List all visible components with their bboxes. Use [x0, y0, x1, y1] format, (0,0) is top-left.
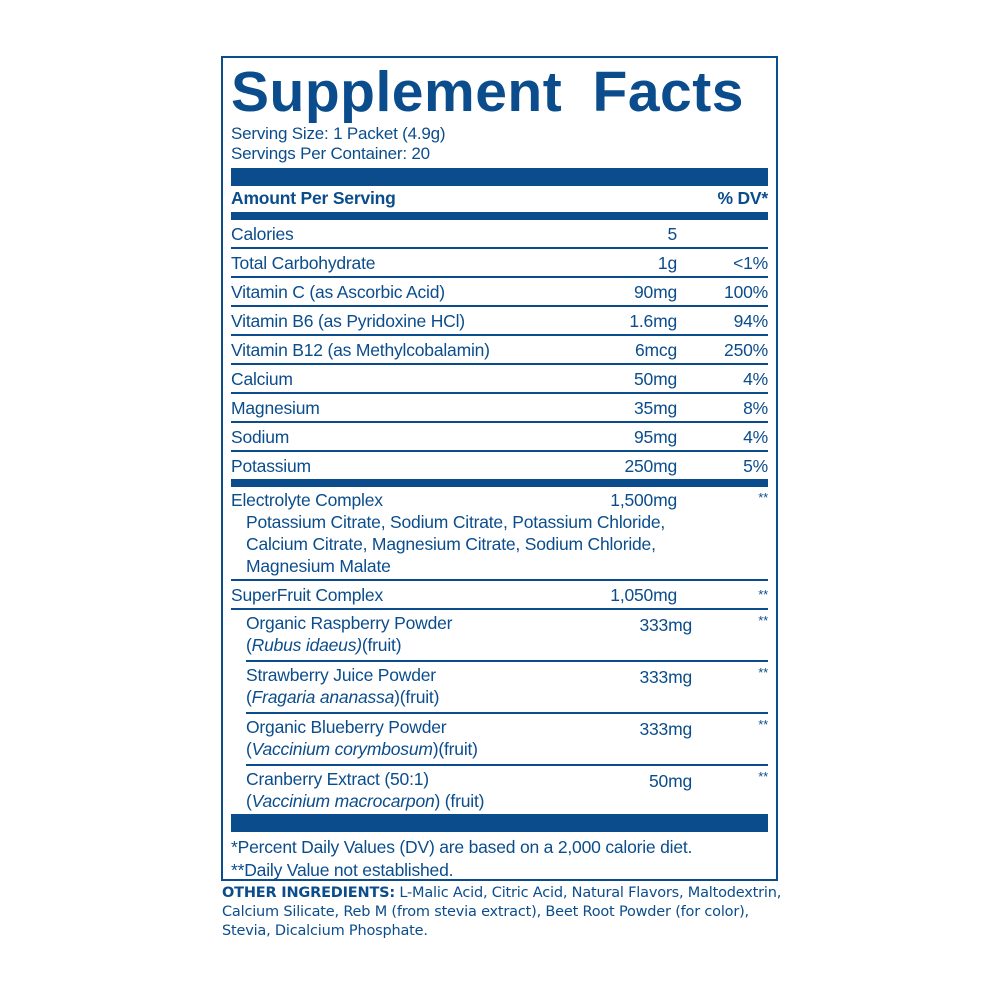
latin-name: Fragaria ananassa [251, 687, 395, 707]
footnote-not-established: **Daily Value not established. [231, 860, 454, 880]
ingredient-amount: 333mg [639, 667, 692, 687]
nutrient-name: Magnesium [231, 398, 320, 418]
nutrient-row: Sodium 95mg 4% [231, 423, 768, 452]
nutrient-dv: 94% [733, 311, 769, 331]
nutrient-name: Potassium [231, 456, 311, 476]
ingredient-dv: ** [758, 769, 768, 784]
superfruit-item-row: Organic Raspberry Powder (Rubus idaeus)(f… [246, 610, 768, 662]
electrolyte-complex-row: Electrolyte Complex 1,500mg ** Potassium… [231, 487, 768, 581]
ingredient-source: (Rubus idaeus)(fruit) [246, 634, 768, 656]
source-prefix: ( [246, 635, 252, 655]
nutrient-amount: 5 [667, 224, 677, 244]
ingredient-dv: ** [758, 717, 768, 732]
nutrient-amount: 6mcg [635, 340, 677, 360]
serving-size: Serving Size: 1 Packet (4.9g) [231, 124, 446, 143]
nutrient-dv: 8% [743, 398, 768, 418]
nutrient-amount: 1,050mg [610, 585, 677, 605]
nutrient-dv: ** [758, 587, 768, 602]
divider-medium [231, 212, 768, 220]
source-suffix: )(fruit) [432, 739, 478, 759]
latin-name: Vaccinium macrocarpon [251, 791, 435, 811]
superfruit-list: Organic Raspberry Powder (Rubus idaeus)(f… [231, 610, 768, 816]
servings-per-container: Servings Per Container: 20 [231, 144, 430, 163]
nutrient-name: Electrolyte Complex [231, 490, 383, 510]
ingredient-name: Strawberry Juice Powder [246, 665, 436, 685]
amount-per-serving-label: Amount Per Serving [231, 188, 396, 208]
nutrient-name: Calories [231, 224, 294, 244]
nutrient-row: Vitamin C (as Ascorbic Acid) 90mg 100% [231, 278, 768, 307]
electrolyte-ingredient-line: Calcium Citrate, Magnesium Citrate, Sodi… [246, 534, 656, 554]
nutrient-row: Calcium 50mg 4% [231, 365, 768, 394]
source-suffix: )(fruit) [394, 687, 440, 707]
ingredient-amount: 333mg [639, 615, 692, 635]
nutrient-amount: 1,500mg [610, 490, 677, 510]
nutrient-name: Total Carbohydrate [231, 253, 376, 273]
superfruit-complex-row: SuperFruit Complex 1,050mg ** [231, 581, 768, 610]
nutrient-name: Vitamin C (as Ascorbic Acid) [231, 282, 445, 302]
electrolyte-ingredient-line: Magnesium Malate [246, 556, 391, 576]
supplement-facts-panel: Supplement Facts Serving Size: 1 Packet … [221, 56, 778, 881]
superfruit-item-row: Organic Blueberry Powder (Vaccinium corym… [246, 714, 768, 766]
divider-thick [231, 168, 768, 186]
nutrient-dv: 5% [743, 456, 768, 476]
ingredient-name: Organic Blueberry Powder [246, 717, 447, 737]
divider-medium [231, 479, 768, 487]
nutrient-dv: 100% [724, 282, 768, 302]
nutrient-amount: 95mg [634, 427, 677, 447]
source-prefix: ( [246, 739, 252, 759]
nutrient-name: SuperFruit Complex [231, 585, 384, 605]
ingredient-name: Organic Raspberry Powder [246, 613, 453, 633]
nutrient-dv: 250% [724, 340, 768, 360]
source-prefix: ( [246, 791, 252, 811]
source-suffix: ) (fruit) [434, 791, 485, 811]
nutrient-list: Calories 5 Total Carbohydrate 1g <1% Vitamin … [231, 220, 768, 481]
divider-thick [231, 814, 768, 832]
ingredient-dv: ** [758, 613, 768, 628]
nutrient-amount: 1.6mg [629, 311, 677, 331]
nutrient-row: Vitamin B6 (as Pyridoxine HCl) 1.6mg 94% [231, 307, 768, 336]
nutrient-row: Total Carbohydrate 1g <1% [231, 249, 768, 278]
dv-header: % DV* [717, 188, 768, 208]
ingredient-dv: ** [758, 665, 768, 680]
nutrient-amount: 90mg [634, 282, 677, 302]
other-ingredients: OTHER INGREDIENTS: L-Malic Acid, Citric … [222, 884, 782, 941]
nutrient-dv: 4% [743, 427, 768, 447]
other-ingredients-label: OTHER INGREDIENTS: [222, 885, 395, 901]
nutrient-dv: 4% [743, 369, 768, 389]
ingredient-source: (Vaccinium macrocarpon) (fruit) [246, 790, 768, 812]
nutrient-amount: 35mg [634, 398, 677, 418]
table-header: Amount Per Serving % DV* [231, 186, 768, 212]
source-suffix: (fruit) [361, 635, 402, 655]
nutrient-amount: 250mg [624, 456, 677, 476]
electrolyte-ingredient-line: Potassium Citrate, Sodium Citrate, Potas… [246, 512, 666, 532]
panel-title: Supplement Facts [231, 60, 744, 124]
superfruit-item-row: Cranberry Extract (50:1) (Vaccinium macro… [246, 766, 768, 816]
nutrient-amount: 50mg [634, 369, 677, 389]
nutrient-row: Potassium 250mg 5% [231, 452, 768, 481]
nutrient-row: Vitamin B12 (as Methylcobalamin) 6mcg 250% [231, 336, 768, 365]
latin-name: Vaccinium corymbosum [251, 739, 433, 759]
ingredient-amount: 50mg [649, 771, 692, 791]
nutrient-name: Vitamin B12 (as Methylcobalamin) [231, 340, 490, 360]
nutrient-name: Calcium [231, 369, 293, 389]
superfruit-item-row: Strawberry Juice Powder (Fragaria ananass… [246, 662, 768, 714]
ingredient-source: (Vaccinium corymbosum)(fruit) [246, 738, 768, 760]
nutrient-dv: <1% [733, 253, 768, 273]
ingredient-source: (Fragaria ananassa)(fruit) [246, 686, 768, 708]
nutrient-name: Sodium [231, 427, 290, 447]
nutrient-dv: ** [758, 490, 768, 505]
nutrient-row: Magnesium 35mg 8% [231, 394, 768, 423]
nutrient-amount: 1g [657, 253, 677, 273]
ingredient-name: Cranberry Extract (50:1) [246, 769, 429, 789]
footnote-dv: *Percent Daily Values (DV) are based on … [231, 837, 693, 857]
nutrient-name: Vitamin B6 (as Pyridoxine HCl) [231, 311, 465, 331]
nutrient-row: Calories 5 [231, 220, 768, 249]
other-ingredients-text: L-Malic Acid, Citric Acid, Natural Flavo… [222, 885, 782, 939]
latin-name: Rubus idaeus) [251, 635, 362, 655]
ingredient-amount: 333mg [639, 719, 692, 739]
source-prefix: ( [246, 687, 252, 707]
